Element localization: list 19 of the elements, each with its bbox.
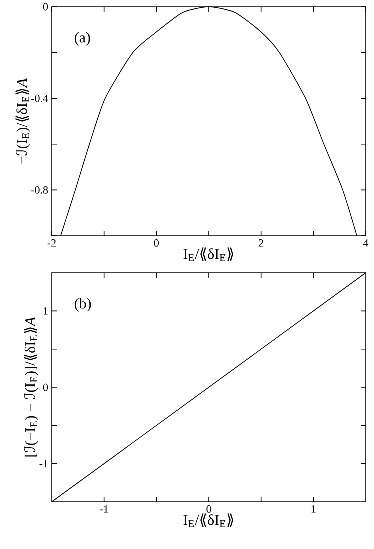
x-tick-label: -1 (100, 506, 108, 513)
y-tick-label: 0 (43, 384, 48, 392)
y-tick-label: -1 (40, 460, 48, 468)
annotation: (b) (75, 298, 92, 312)
y-tick-label: 1 (44, 308, 48, 315)
y-axis-title: [ℐ(−I$_{E}$) − ℐ(I$_{E}$)]/⟪δI$_{E}$⟫A (24, 317, 39, 457)
annotation: (a) (75, 32, 90, 46)
x-tick-label: 2 (259, 240, 264, 247)
y-tick-label: 0 (43, 3, 48, 11)
x-tick-label: 4 (363, 240, 369, 247)
x-axis-title: I$_{E}$/⟪δI$_{E}$⟫ (184, 514, 234, 528)
y-tick-label: -0.8 (32, 186, 48, 194)
x-tick-label: -2 (48, 240, 56, 247)
y-tick-label: -0.4 (32, 94, 48, 102)
x-axis-title: I$_{E}$/⟪δI$_{E}$⟫ (184, 248, 234, 262)
y-axis-title: −ℐ(I$_{E}$)/⟪δI$_{E}$⟫A (16, 78, 30, 164)
x-tick-label: 0 (154, 240, 159, 247)
x-tick-label: 1 (312, 506, 316, 513)
x-tick-label: 0 (206, 506, 212, 513)
